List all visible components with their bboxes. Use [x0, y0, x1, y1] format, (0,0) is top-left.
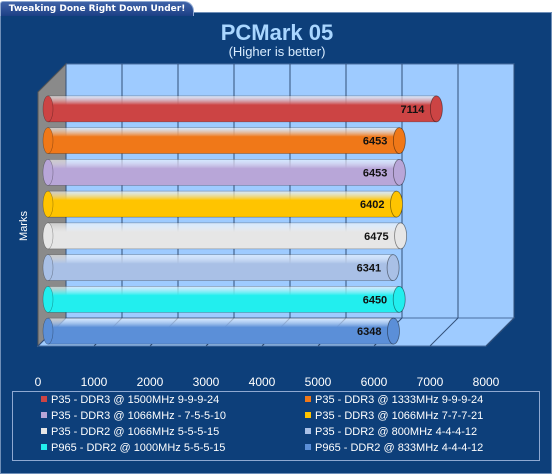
site-banner: Tweaking Done Right Down Under!	[0, 1, 194, 16]
bar-end-cap	[392, 158, 406, 186]
legend-label: P35 - DDR2 @ 1066MHz 5-5-5-15	[51, 426, 220, 438]
legend-swatch	[305, 396, 311, 403]
legend-label: P35 - DDR3 @ 1066MHz 7-7-7-21	[315, 410, 484, 422]
bar-start-cap	[42, 127, 54, 154]
bar-start-cap	[42, 222, 54, 250]
bar-value-label: 6453	[363, 136, 387, 148]
legend-label: P35 - DDR3 @ 1066MHz - 7-5-5-10	[51, 410, 227, 422]
x-tick-label: 6000	[361, 375, 388, 389]
bar-value-label: 6475	[364, 231, 388, 243]
x-tick-label: 4000	[249, 375, 276, 389]
legend-swatch	[41, 444, 47, 451]
x-tick-label: 0	[35, 375, 42, 389]
bar-value-label: 6450	[363, 294, 387, 306]
bar-start-cap	[42, 95, 54, 123]
legend-label: P965 - DDR2 @ 833MHz 4-4-4-12	[315, 442, 484, 454]
x-tick-label: 7000	[417, 375, 444, 389]
chart-legend: P35 - DDR3 @ 1500MHz 9-9-9-24 P35 - DDR3 …	[12, 391, 540, 461]
bar-end-cap	[390, 190, 403, 218]
bar-body	[47, 317, 394, 345]
legend-swatch	[41, 396, 47, 403]
x-tick-label: 3000	[193, 375, 220, 389]
bar-body	[47, 127, 400, 154]
legend-label: P35 - DDR2 @ 800MHz 4-4-4-12	[315, 426, 478, 438]
floor-gridline	[485, 317, 515, 347]
bar-end-cap	[392, 285, 406, 313]
x-tick-label: 1000	[81, 375, 108, 389]
legend-item: P965 - DDR2 @ 833MHz 4-4-4-12	[305, 442, 483, 454]
legend-swatch	[41, 412, 47, 419]
legend-item: P35 - DDR2 @ 1066MHz 5-5-5-15	[41, 426, 219, 438]
bar-body	[47, 222, 401, 250]
bar-start-cap	[42, 317, 54, 345]
legend-swatch	[305, 428, 311, 435]
legend-label: P35 - DDR3 @ 1500MHz 9-9-9-24	[51, 394, 220, 406]
bar-value-label: 6348	[357, 326, 381, 338]
legend-label: P35 - DDR3 @ 1333MHz 9-9-9-24	[315, 394, 484, 406]
bar-value-label: 7114	[401, 104, 426, 116]
bar-value-label: 6341	[357, 263, 381, 275]
x-tick-label: 8000	[473, 375, 500, 389]
legend-swatch	[305, 412, 311, 419]
bar-body	[47, 254, 394, 281]
chart-title: PCMark 05	[220, 20, 334, 45]
bar-body	[47, 95, 437, 123]
floor-gridline	[429, 317, 459, 347]
bar-body	[47, 159, 400, 186]
bar-end-cap	[387, 317, 400, 345]
legend-item: P35 - DDR3 @ 1333MHz 9-9-9-24	[305, 394, 483, 406]
bar-value-label: 6402	[360, 199, 384, 211]
bar-start-cap	[42, 254, 54, 281]
legend-swatch	[41, 428, 47, 435]
bar-value-label: 6453	[363, 167, 387, 179]
legend-swatch	[305, 444, 311, 451]
bar-body	[47, 190, 397, 218]
legend-item: P35 - DDR3 @ 1066MHz - 7-5-5-10	[41, 410, 226, 422]
legend-item: P35 - DDR3 @ 1066MHz 7-7-7-21	[305, 410, 483, 422]
x-tick-label: 2000	[137, 375, 164, 389]
x-tick-label: 5000	[305, 375, 332, 389]
bar-start-cap	[42, 286, 54, 313]
bar-start-cap	[42, 190, 54, 218]
chart-subtitle: (Higher is better)	[228, 44, 326, 59]
legend-item: P965 - DDR2 @ 1000MHz 5-5-5-15	[41, 442, 225, 454]
bar-end-cap	[394, 222, 408, 250]
bar-end-cap	[392, 127, 406, 155]
legend-item: P35 - DDR3 @ 1500MHz 9-9-9-24	[41, 394, 219, 406]
bar-body	[47, 286, 400, 313]
legend-item: P35 - DDR2 @ 800MHz 4-4-4-12	[305, 426, 477, 438]
bar-end-cap	[429, 95, 443, 123]
bar-start-cap	[42, 159, 54, 186]
legend-label: P965 - DDR2 @ 1000MHz 5-5-5-15	[51, 442, 226, 454]
y-axis-label: Marks	[18, 211, 30, 241]
bar-end-cap	[386, 254, 400, 282]
